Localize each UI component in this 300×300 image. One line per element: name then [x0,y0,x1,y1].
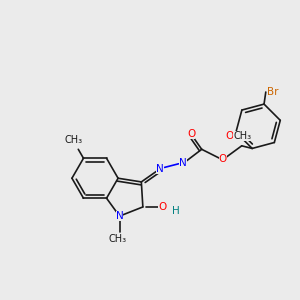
Text: O: O [219,154,227,164]
Text: H: H [172,206,179,216]
Text: N: N [179,158,187,168]
Text: CH₃: CH₃ [233,131,251,141]
Text: CH₃: CH₃ [64,135,82,145]
Text: N: N [116,211,123,221]
Text: CH₃: CH₃ [109,234,127,244]
Text: Br: Br [267,87,278,97]
Text: O: O [158,202,166,212]
Text: O: O [225,131,234,141]
Text: N: N [156,164,164,174]
Text: O: O [187,129,195,139]
